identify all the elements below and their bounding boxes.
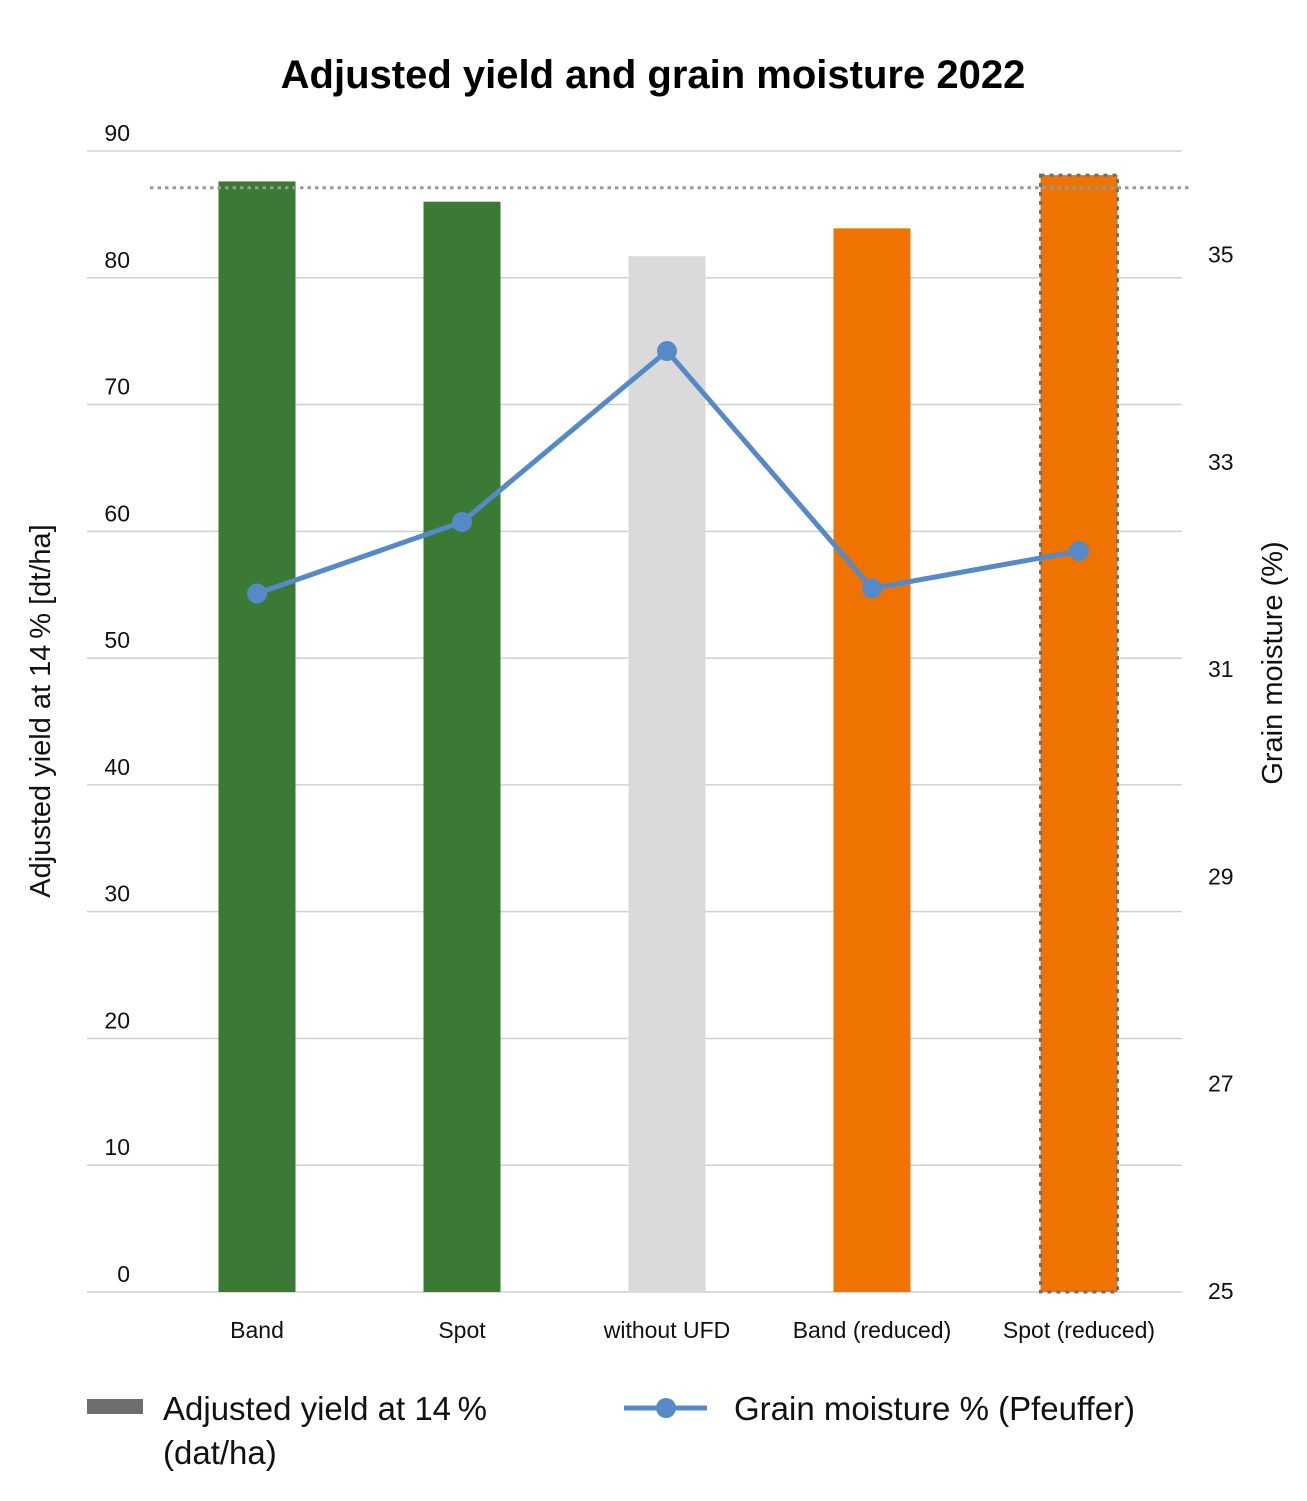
x-category-label: Spot (reduced) [1003,1317,1155,1343]
line-series [247,341,1089,604]
y-tick-label: 80 [104,247,130,273]
moisture-point [862,578,882,599]
bar [1039,173,1119,1294]
moisture-point [1069,541,1089,562]
y2-tick-label: 27 [1208,1071,1234,1097]
y-axis-right-title: Grain moisture (%) [1257,541,1289,784]
legend-swatch-marker [656,1398,676,1418]
y2-tick-label: 35 [1208,242,1234,268]
y-tick-label: 70 [104,374,130,400]
y-tick-label: 0 [117,1261,130,1287]
x-category-label: Spot [438,1317,486,1343]
legend: Adjusted yield at 14 % (dat/ha) Grain mo… [87,1390,1135,1471]
x-category-label: without UFD [603,1317,731,1343]
y-axis-left-ticks: 0 10 20 30 40 50 60 70 80 90 [104,120,130,1287]
y-tick-label: 40 [104,754,130,780]
x-category-label: Band (reduced) [793,1317,952,1343]
bar [218,181,296,1293]
y-tick-label: 90 [104,120,130,146]
y-tick-label: 20 [104,1007,130,1033]
legend-label-yield-line2: (dat/ha) [163,1434,277,1471]
bar [628,256,706,1292]
y-tick-label: 10 [104,1134,130,1160]
y-axis-left-title: Adjusted yield at 14 % [dt/ha] [25,524,57,897]
bar [423,201,501,1293]
legend-label-yield-line1: Adjusted yield at 14 % [163,1390,487,1427]
x-axis-categories: Band Spot without UFD Band (reduced) Spot (r… [230,1317,1155,1343]
y-axis-right-ticks: 25 27 29 31 33 35 [1208,242,1234,1304]
x-category-label: Band [230,1317,284,1343]
y2-tick-label: 25 [1208,1278,1234,1304]
moisture-point [247,583,267,604]
y2-tick-label: 31 [1208,656,1234,682]
y-tick-label: 60 [104,500,130,526]
bar [833,228,911,1292]
legend-item-moisture: Grain moisture % (Pfeuffer) [624,1390,1135,1427]
moisture-point [657,341,677,362]
legend-item-yield: Adjusted yield at 14 % (dat/ha) [87,1390,487,1471]
y-tick-label: 30 [104,881,130,907]
legend-swatch-bar [87,1399,143,1414]
y-tick-label: 50 [104,627,130,653]
bar-series [218,173,1119,1294]
legend-label-moisture: Grain moisture % (Pfeuffer) [734,1390,1135,1427]
moisture-point [452,512,472,533]
y2-tick-label: 29 [1208,863,1234,889]
chart-title: Adjusted yield and grain moisture 2022 [281,53,1026,97]
y2-tick-label: 33 [1208,449,1234,475]
